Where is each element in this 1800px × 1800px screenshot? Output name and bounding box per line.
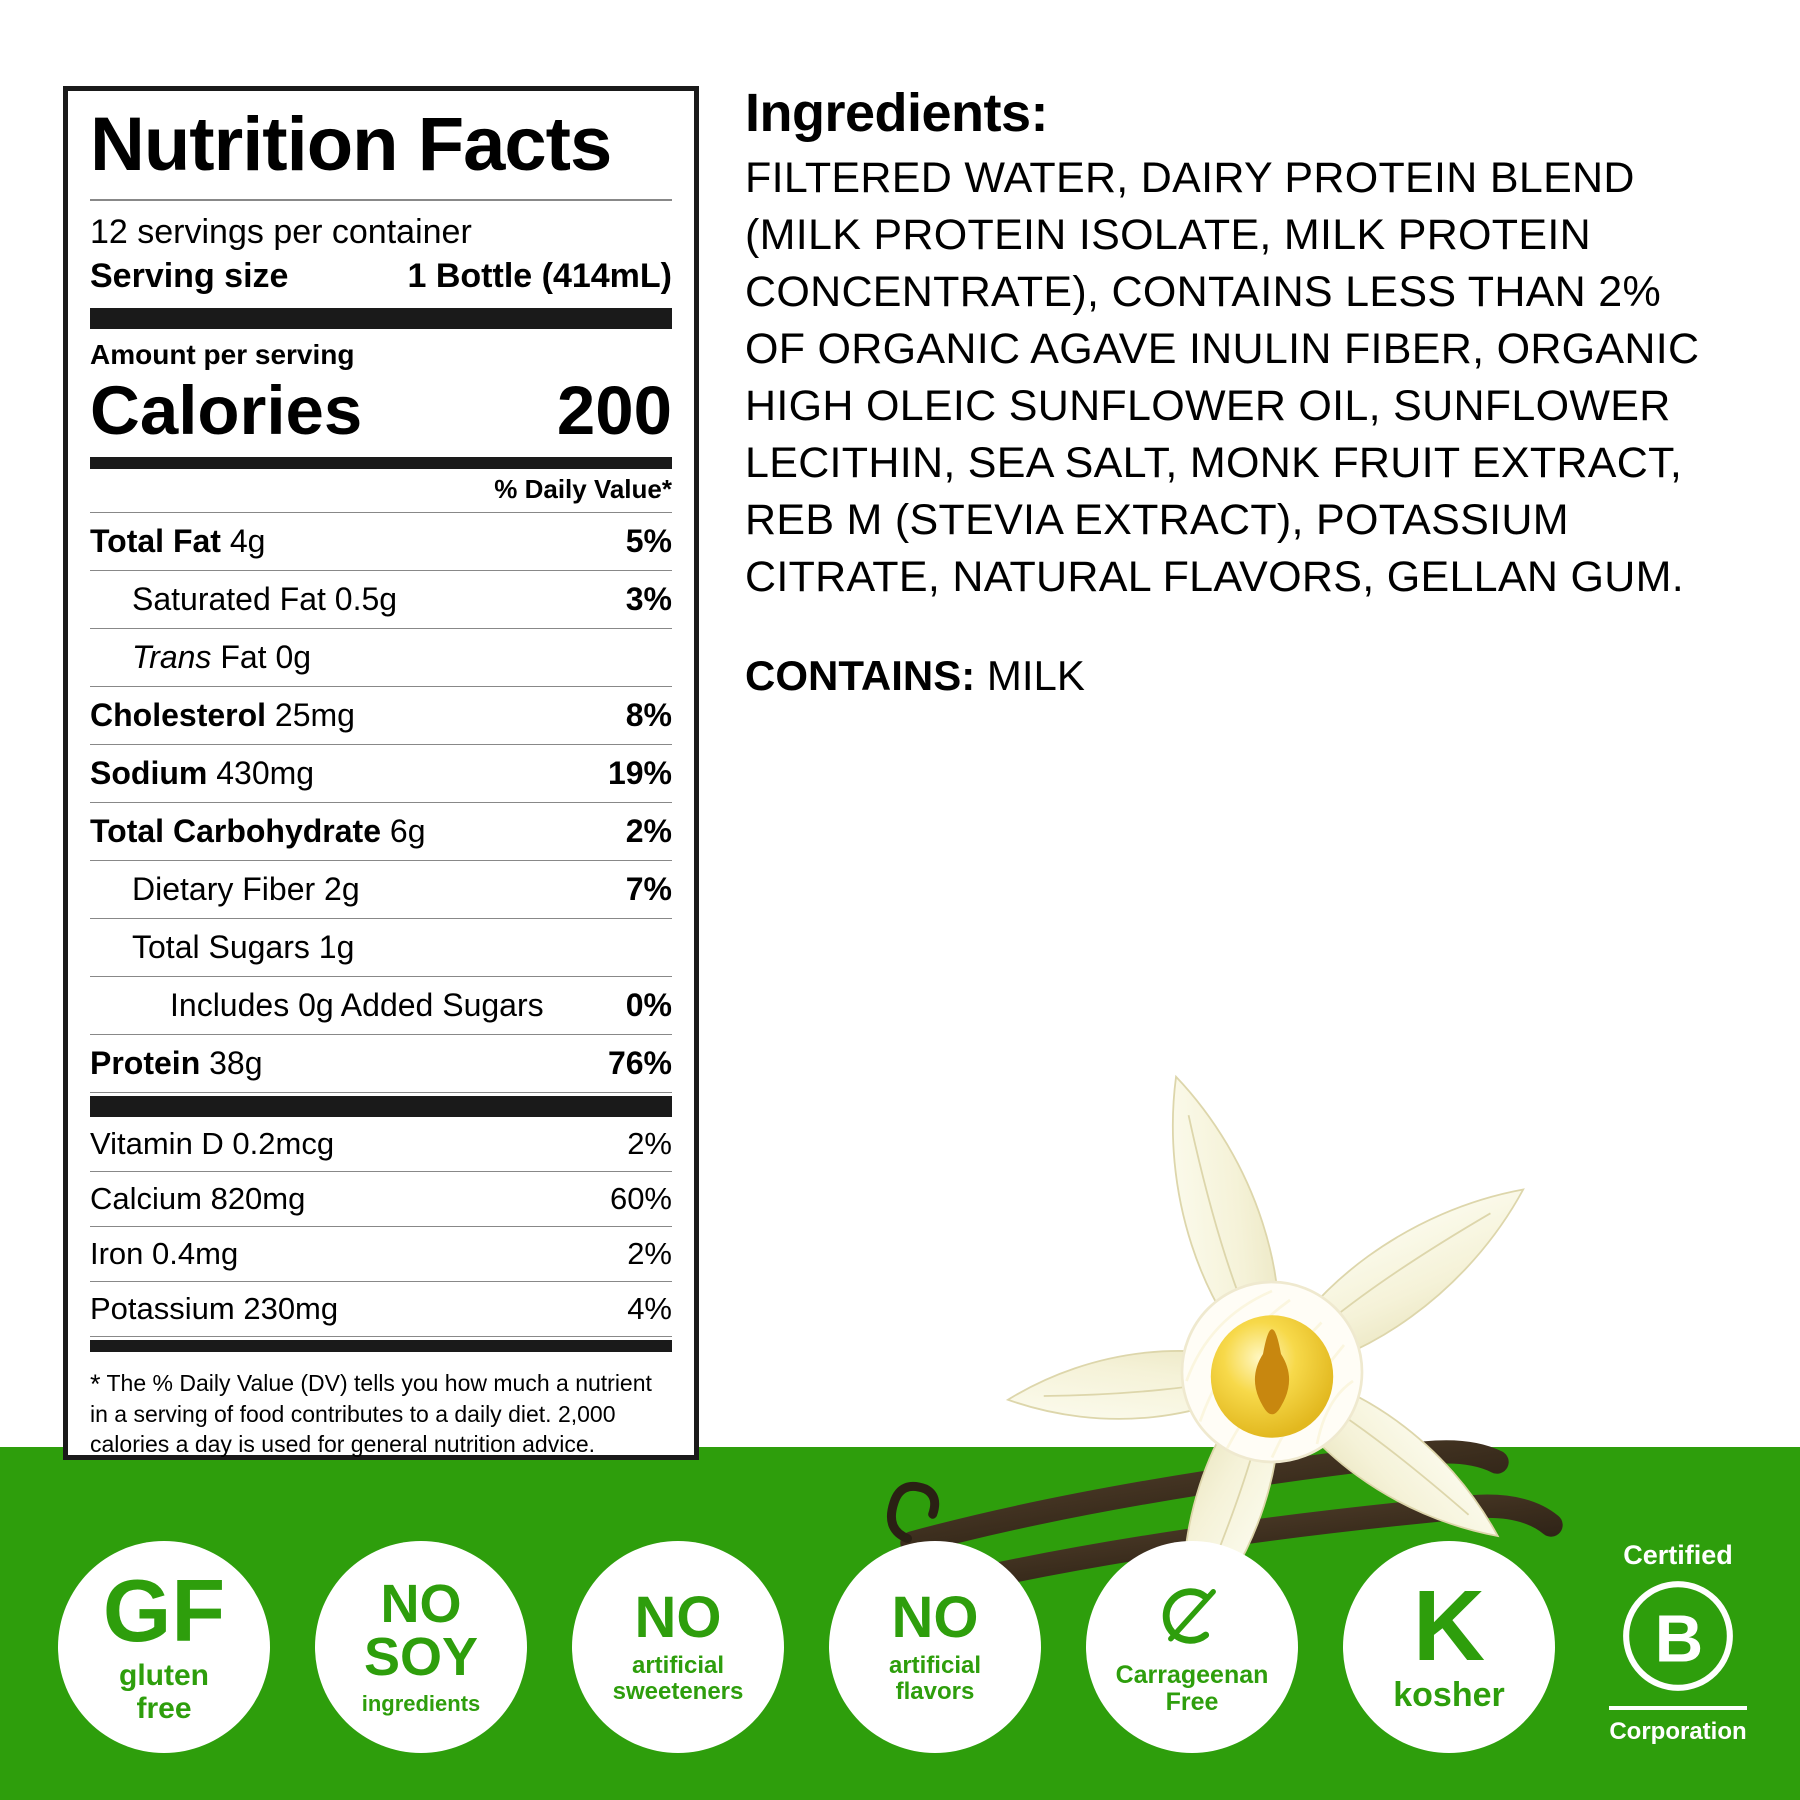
svg-text:B: B: [1655, 1601, 1703, 1676]
